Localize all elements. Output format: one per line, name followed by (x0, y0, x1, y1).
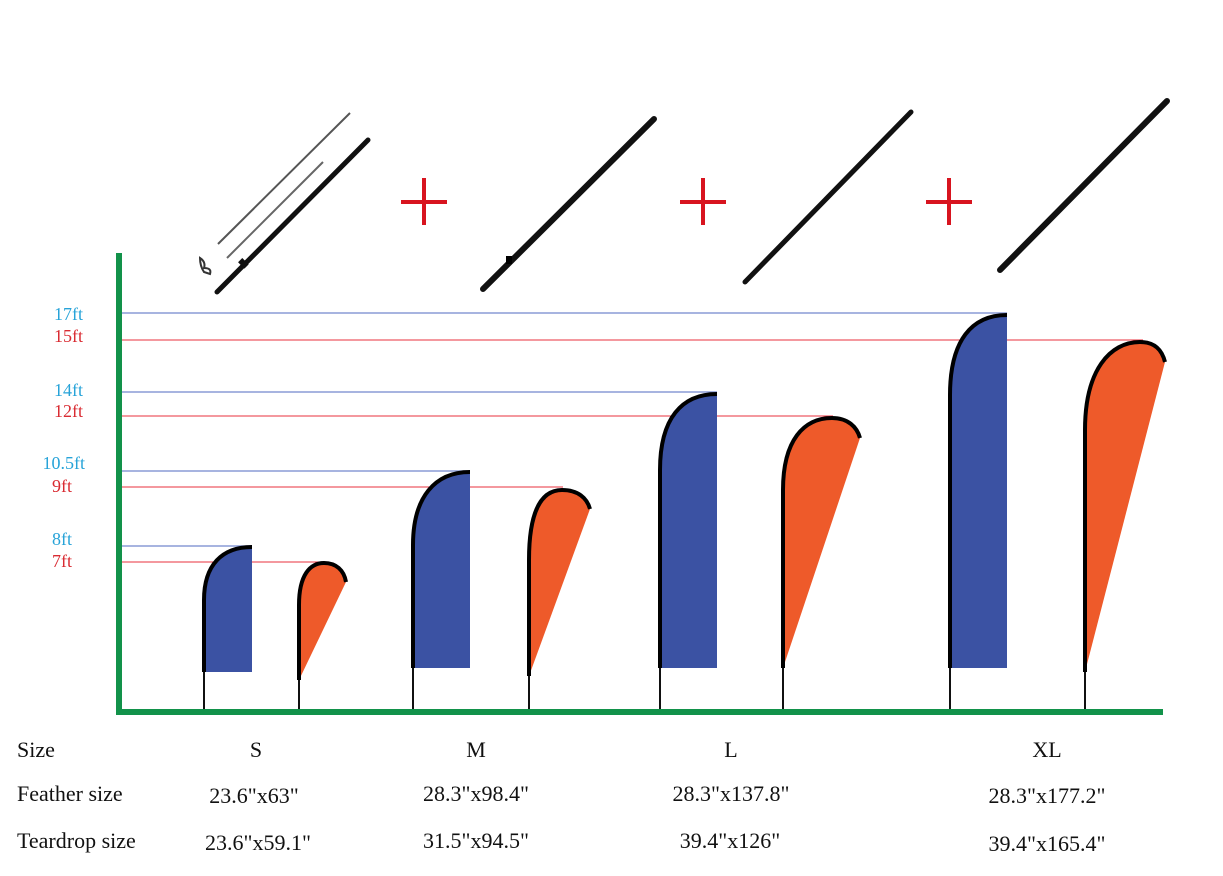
feather-size-s: 23.6"x63" (209, 783, 298, 808)
row-label-feather-size: Feather size (17, 781, 123, 806)
pole-kit-icon (198, 112, 371, 295)
teardrop-height-label: 15ft (54, 326, 83, 346)
feather-size-xl: 28.3"x177.2" (989, 783, 1106, 808)
feather-flag-xl (948, 313, 1008, 709)
teardrop-height-label: 7ft (52, 551, 72, 571)
plus-icon (680, 178, 726, 225)
feather-size-m: 28.3"x98.4" (423, 781, 529, 806)
pole-section-icon (480, 116, 657, 292)
teardrop-size-m: 31.5"x94.5" (423, 828, 529, 853)
row-label-size: Size (17, 737, 55, 762)
size-label-xl: XL (1032, 737, 1061, 762)
plus-icon (401, 178, 447, 225)
teardrop-flag-s (297, 560, 348, 709)
feather-height-label: 17ft (54, 304, 83, 324)
teardrop-height-label: 9ft (52, 476, 72, 496)
feather-size-l: 28.3"x137.8" (673, 781, 790, 806)
feather-height-label: 10.5ft (43, 453, 86, 473)
feather-flag-s (202, 545, 253, 709)
feather-height-label: 14ft (54, 380, 83, 400)
teardrop-size-xl: 39.4"x165.4" (989, 831, 1106, 856)
teardrop-height-label: 12ft (54, 401, 83, 421)
plus-icon (926, 178, 972, 225)
feather-flag-l (658, 392, 718, 709)
teardrop-flag-xl (1083, 339, 1167, 709)
feather-flag-m (411, 470, 471, 709)
teardrop-flag-m (527, 487, 592, 709)
pole-section-icon (997, 98, 1170, 273)
teardrop-flag-l (781, 415, 862, 709)
teardrop-size-l: 39.4"x126" (680, 828, 780, 853)
teardrop-size-s: 23.6"x59.1" (205, 830, 311, 855)
feather-height-label: 8ft (52, 529, 72, 549)
row-label-teardrop-size: Teardrop size (17, 828, 136, 853)
size-label-l: L (724, 737, 737, 762)
pole-section-icon (742, 109, 914, 285)
size-label-m: M (466, 737, 486, 762)
size-label-s: S (250, 737, 262, 762)
